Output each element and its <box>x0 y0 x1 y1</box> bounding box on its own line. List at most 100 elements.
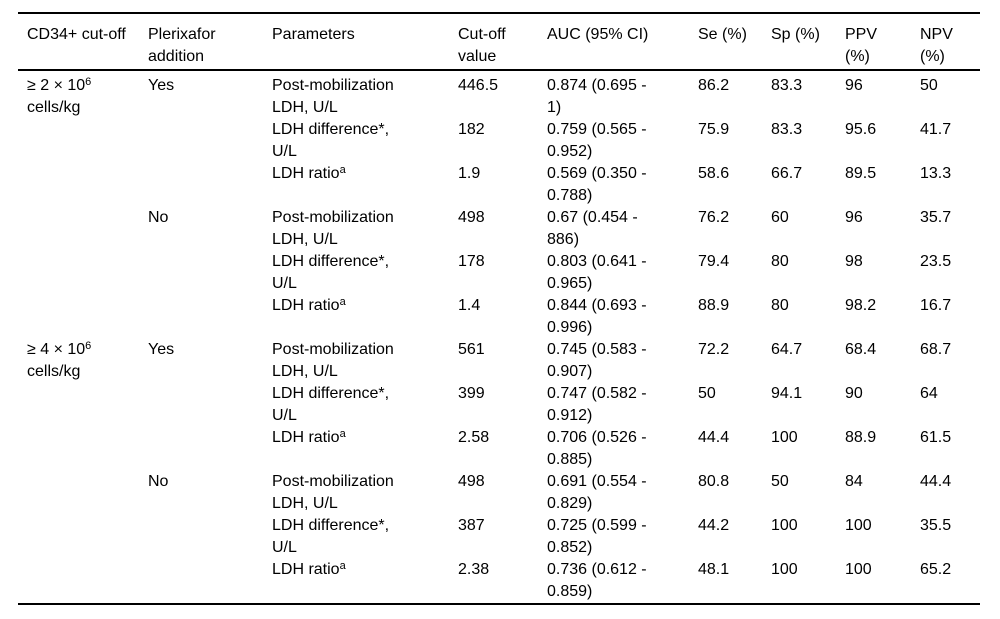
column-header-plerixafor: Plerixafor addition <box>139 13 263 71</box>
ppv-cell: 98.2 <box>845 297 877 314</box>
cutoff-value-cell: 1.9 <box>458 165 481 182</box>
parameter-cell: Post-mobilization LDH, U/L <box>263 339 449 383</box>
auc-cell: 0.844 (0.693 - 0.996) <box>547 297 647 336</box>
cutoff-value-cell: 387 <box>458 517 485 534</box>
table-row: LDH ratioa 1.4 0.844 (0.693 - 0.996) 88.9 80… <box>18 295 980 339</box>
cell-text: LDH difference*, U/L <box>272 253 390 292</box>
table-body: ≥ 2 × 106 cells/kg Yes Post-mobilization LD… <box>18 70 980 604</box>
parameter-cell: LDH difference*, U/L <box>263 251 449 295</box>
table-row: LDH difference*, U/L 178 0.803 (0.641 - 0.… <box>18 251 980 295</box>
cd34-cutoff-cell: ≥ 2 × 106 cells/kg <box>18 70 139 119</box>
plerixafor-cell <box>139 163 263 207</box>
cd34-cutoff-cell <box>18 251 139 295</box>
se-cell: 72.2 <box>698 341 730 358</box>
column-header-auc: AUC (95% CI) <box>538 13 689 71</box>
superscript: a <box>339 428 346 440</box>
se-cell: 75.9 <box>698 121 730 138</box>
npv-cell: 35.7 <box>920 209 952 226</box>
cutoff-value-cell: 2.58 <box>458 429 490 446</box>
table-row: No Post-mobilization LDH, U/L 498 0.67 (0.4… <box>18 207 980 251</box>
sp-cell: 100 <box>771 429 798 446</box>
auc-cell: 0.725 (0.599 - 0.852) <box>547 517 647 556</box>
sp-cell: 100 <box>771 517 798 534</box>
sp-cell: 50 <box>771 473 789 490</box>
cutoff-value-cell: 1.4 <box>458 297 481 314</box>
table-row: LDH ratioa 2.58 0.706 (0.526 - 0.885) 44.4 1… <box>18 427 980 471</box>
table-row: LDH ratioa 2.38 0.736 (0.612 - 0.859) 48.1 1… <box>18 559 980 604</box>
cell-text: Post-mobilization LDH, U/L <box>272 77 394 116</box>
auc-cell: 0.874 (0.695 - 1) <box>547 77 647 116</box>
cutoff-value-cell: 399 <box>458 385 485 402</box>
cd34-cutoff-cell <box>18 295 139 339</box>
table-row: ≥ 2 × 106 cells/kg Yes Post-mobilization LD… <box>18 70 980 119</box>
se-cell: 50 <box>698 385 716 402</box>
plerixafor-cell: No <box>139 207 263 251</box>
auc-cell: 0.747 (0.582 - 0.912) <box>547 385 647 424</box>
superscript: a <box>339 296 346 308</box>
parameter-cell: LDH ratioa <box>263 427 449 471</box>
cutoff-value-cell: 498 <box>458 209 485 226</box>
table-row: No Post-mobilization LDH, U/L 498 0.691 (0.… <box>18 471 980 515</box>
sp-cell: 100 <box>771 561 798 578</box>
auc-cell: 0.759 (0.565 - 0.952) <box>547 121 647 160</box>
table-header: CD34+ cut-off Plerixafor addition Parame… <box>18 13 980 71</box>
npv-cell: 16.7 <box>920 297 952 314</box>
auc-cell: 0.745 (0.583 - 0.907) <box>547 341 647 380</box>
parameter-cell: Post-mobilization LDH, U/L <box>263 471 449 515</box>
table-row: ≥ 4 × 106 cells/kg Yes Post-mobilization LD… <box>18 339 980 383</box>
plerixafor-cell <box>139 515 263 559</box>
plerixafor-cell <box>139 251 263 295</box>
superscript: a <box>339 560 346 572</box>
npv-cell: 44.4 <box>920 473 952 490</box>
cd34-cutoff-cell <box>18 163 139 207</box>
sp-cell: 83.3 <box>771 77 803 94</box>
ppv-cell: 68.4 <box>845 341 877 358</box>
cell-text: No <box>148 209 169 226</box>
ppv-cell: 96 <box>845 209 863 226</box>
superscript: a <box>339 164 346 176</box>
sp-cell: 80 <box>771 297 789 314</box>
cell-text: ≥ 4 × 10 <box>27 341 86 358</box>
column-header-parameters: Parameters <box>263 13 449 71</box>
se-cell: 86.2 <box>698 77 730 94</box>
plerixafor-cell <box>139 559 263 604</box>
cell-text: No <box>148 473 169 490</box>
cell-text: LDH ratio <box>272 561 340 578</box>
column-header-npv: NPV (%) <box>911 13 980 71</box>
auc-cell: 0.691 (0.554 - 0.829) <box>547 473 647 512</box>
column-header-sp: Sp (%) <box>762 13 836 71</box>
column-header-cd34-cutoff: CD34+ cut-off <box>18 13 139 71</box>
plerixafor-cell: Yes <box>139 70 263 119</box>
npv-cell: 68.7 <box>920 341 952 358</box>
parameter-cell: LDH ratioa <box>263 163 449 207</box>
npv-cell: 23.5 <box>920 253 952 270</box>
ppv-cell: 96 <box>845 77 863 94</box>
cd34-cutoff-cell <box>18 471 139 515</box>
ppv-cell: 100 <box>845 561 872 578</box>
parameter-cell: LDH difference*, U/L <box>263 383 449 427</box>
sp-cell: 60 <box>771 209 789 226</box>
parameter-cell: LDH difference*, U/L <box>263 515 449 559</box>
cd34-cutoff-cell <box>18 207 139 251</box>
auc-cell: 0.803 (0.641 - 0.965) <box>547 253 647 292</box>
ppv-cell: 90 <box>845 385 863 402</box>
cell-text: LDH difference*, U/L <box>272 121 390 160</box>
table-row: LDH difference*, U/L 399 0.747 (0.582 - 0.… <box>18 383 980 427</box>
cutoff-value-cell: 446.5 <box>458 77 499 94</box>
cell-text: LDH ratio <box>272 297 340 314</box>
cell-text: Post-mobilization LDH, U/L <box>272 341 394 380</box>
npv-cell: 65.2 <box>920 561 952 578</box>
sp-cell: 80 <box>771 253 789 270</box>
cutoff-value-cell: 178 <box>458 253 485 270</box>
cell-text: ≥ 2 × 10 <box>27 77 86 94</box>
npv-cell: 13.3 <box>920 165 952 182</box>
npv-cell: 61.5 <box>920 429 952 446</box>
sp-cell: 66.7 <box>771 165 803 182</box>
auc-cell: 0.736 (0.612 - 0.859) <box>547 561 647 600</box>
sp-cell: 94.1 <box>771 385 803 402</box>
se-cell: 44.4 <box>698 429 730 446</box>
ppv-cell: 100 <box>845 517 872 534</box>
ppv-cell: 88.9 <box>845 429 877 446</box>
cutoff-value-cell: 2.38 <box>458 561 490 578</box>
